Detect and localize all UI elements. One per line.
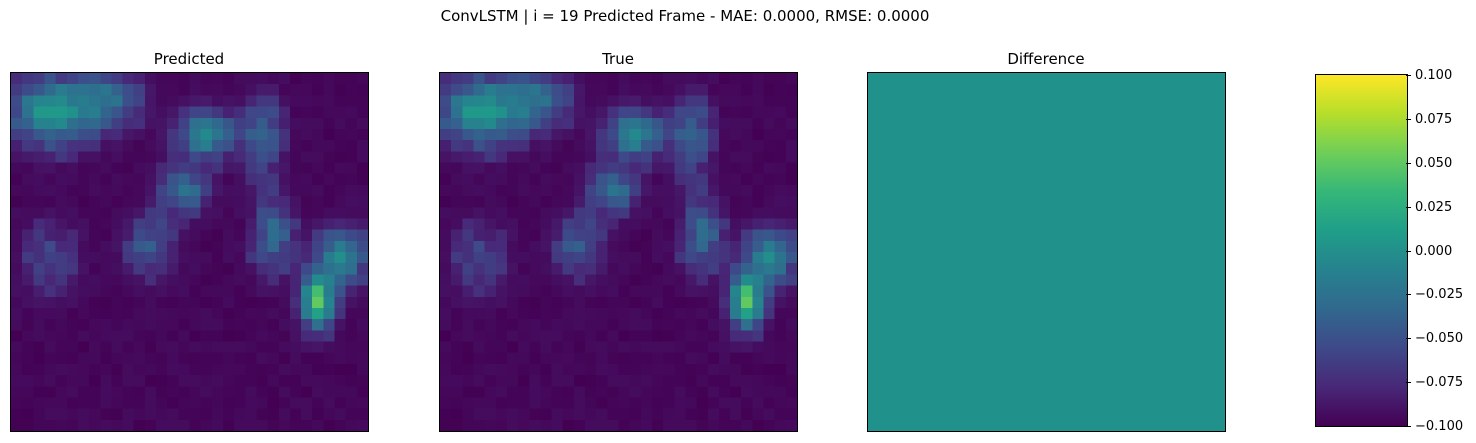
- colorbar-tick-label: 0.075: [1415, 111, 1453, 127]
- colorbar-tick-label: −0.075: [1415, 375, 1464, 391]
- colorbar-tick-label: 0.100: [1415, 68, 1453, 83]
- colorbar-tick-label: −0.100: [1415, 419, 1464, 434]
- colorbar-tick-label: −0.025: [1415, 287, 1464, 303]
- difference-heatmap: [867, 72, 1226, 432]
- true-heatmap: [439, 72, 798, 432]
- true-title: True: [602, 50, 634, 68]
- colorbar-tick: [1406, 162, 1411, 164]
- figure-suptitle: ConvLSTM | i = 19 Predicted Frame - MAE:…: [440, 7, 930, 25]
- colorbar-tick: [1406, 382, 1411, 384]
- predicted-heatmap: [10, 72, 369, 432]
- difference-title: Difference: [1007, 50, 1085, 68]
- colorbar-tick: [1406, 75, 1411, 76]
- true-heatmap-canvas: [440, 73, 797, 431]
- difference-fill: [868, 73, 1225, 431]
- colorbar-tick-label: 0.025: [1415, 199, 1453, 215]
- colorbar-tick: [1406, 118, 1411, 120]
- colorbar-tick-label: −0.050: [1415, 331, 1464, 347]
- predicted-heatmap-canvas: [11, 73, 368, 431]
- colorbar-gradient: [1316, 75, 1407, 426]
- colorbar-tick: [1406, 206, 1411, 208]
- colorbar-tick: [1406, 426, 1411, 427]
- colorbar-tick-label: 0.050: [1415, 155, 1453, 171]
- colorbar: [1315, 74, 1408, 427]
- predicted-title: Predicted: [153, 50, 225, 68]
- colorbar-tick: [1406, 250, 1411, 252]
- colorbar-tick-label: 0.000: [1415, 243, 1453, 259]
- colorbar-tick: [1406, 294, 1411, 296]
- colorbar-tick: [1406, 338, 1411, 340]
